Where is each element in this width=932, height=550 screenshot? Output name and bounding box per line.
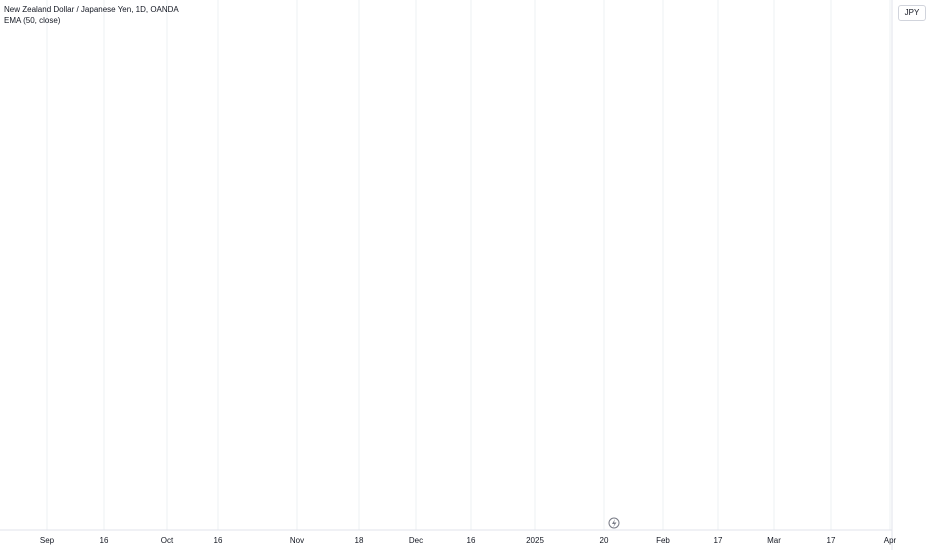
x-tick-label: Feb [656, 536, 670, 545]
x-tick-label: 17 [714, 536, 723, 545]
x-tick-label: 17 [827, 536, 836, 545]
x-tick-label: Oct [161, 536, 174, 545]
plot-background [0, 0, 892, 530]
chart-legend: New Zealand Dollar / Japanese Yen, 1D, O… [4, 4, 179, 26]
x-tick-label: Nov [290, 536, 304, 545]
chart-grid [0, 0, 892, 530]
x-tick-label: 16 [214, 536, 223, 545]
indicator-label[interactable]: EMA (50, close) [4, 16, 61, 25]
x-tick-label: 18 [355, 536, 364, 545]
x-tick-label: 16 [467, 536, 476, 545]
x-tick-label: 2025 [526, 536, 544, 545]
x-tick-label: Sep [40, 536, 55, 545]
symbol-title: New Zealand Dollar / Japanese Yen, 1D, O… [4, 5, 179, 14]
x-tick-label: 16 [100, 536, 109, 545]
lightning-icon-glyph [612, 519, 617, 528]
time-axis[interactable]: Sep 16 Oct 16 Nov 18 Dec 16 2025 20 Feb 17 Mar 17 Apr [0, 517, 897, 545]
x-tick-label: Mar [767, 536, 781, 545]
x-tick-label: Dec [409, 536, 423, 545]
x-tick-label: Apr [884, 536, 897, 545]
currency-badge[interactable]: JPY [898, 5, 926, 21]
price-axis[interactable]: 92.50092.00091.50091.00090.50090.00089.5… [891, 0, 928, 550]
x-tick-label: 20 [600, 536, 609, 545]
